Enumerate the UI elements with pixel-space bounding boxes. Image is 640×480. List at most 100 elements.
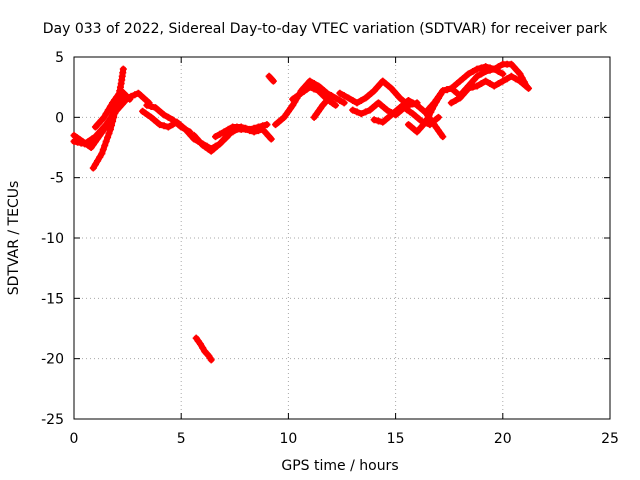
- data-point: [104, 106, 112, 114]
- data-point: [112, 105, 120, 113]
- data-point: [327, 92, 335, 100]
- data-point: [186, 128, 194, 136]
- data-point: [109, 117, 117, 125]
- data-point: [289, 101, 297, 109]
- y-tick-label: -5: [50, 171, 64, 187]
- data-point: [199, 344, 207, 352]
- series-arc-f: [143, 101, 194, 136]
- data-point: [525, 84, 533, 92]
- data-point: [409, 99, 417, 107]
- x-tick-label: 0: [70, 431, 79, 447]
- grid-lines: [74, 57, 610, 419]
- data-point: [349, 96, 357, 104]
- data-point: [439, 87, 447, 95]
- data-point: [126, 95, 134, 103]
- data-point: [495, 80, 503, 88]
- data-point: [224, 125, 232, 133]
- data-point: [490, 82, 498, 90]
- data-point: [250, 124, 258, 132]
- data-point: [181, 125, 189, 133]
- data-point: [469, 67, 477, 75]
- data-point: [306, 77, 314, 85]
- y-tick-label: 5: [55, 50, 64, 66]
- x-axis-label: GPS time / hours: [281, 458, 398, 474]
- data-point: [473, 65, 481, 73]
- data-point: [443, 86, 451, 94]
- x-tick-label: 25: [601, 431, 619, 447]
- data-point: [336, 89, 344, 97]
- data-point: [434, 113, 442, 121]
- data-point: [81, 140, 89, 148]
- y-tick-label: 0: [55, 110, 64, 126]
- chart-title: Day 033 of 2022, Sidereal Day-to-day VTE…: [43, 21, 608, 37]
- series-arc-o: [370, 96, 447, 141]
- data-point: [105, 129, 113, 137]
- data-point: [357, 96, 365, 104]
- data-point: [177, 123, 185, 131]
- data-point: [482, 67, 490, 75]
- data-point: [106, 125, 114, 133]
- data-point: [259, 122, 267, 130]
- data-point: [267, 135, 275, 143]
- data-point: [89, 164, 97, 172]
- data-point: [512, 75, 520, 83]
- data-point: [332, 94, 340, 102]
- series-arc-q: [422, 65, 507, 117]
- data-point: [74, 138, 82, 146]
- data-point: [353, 108, 361, 116]
- data-point: [254, 123, 262, 131]
- data-point: [263, 121, 271, 129]
- data-points: [70, 60, 533, 364]
- series-arc-c: [89, 65, 127, 172]
- data-point: [212, 133, 220, 141]
- data-point: [349, 106, 357, 114]
- data-point: [147, 102, 155, 110]
- data-point: [156, 121, 164, 129]
- data-point: [160, 122, 168, 130]
- data-point: [106, 102, 114, 110]
- data-point: [353, 99, 361, 107]
- data-point: [246, 125, 254, 133]
- data-point: [362, 108, 370, 116]
- data-point: [499, 77, 507, 85]
- data-point: [101, 141, 109, 149]
- y-axis-label: SDTVAR / TECUs: [6, 181, 22, 296]
- y-tick-label: -25: [41, 412, 64, 428]
- data-point: [486, 80, 494, 88]
- data-point: [91, 160, 99, 168]
- data-point: [464, 84, 472, 92]
- data-point: [370, 116, 378, 124]
- x-tick-label: 5: [177, 431, 186, 447]
- data-point: [464, 70, 472, 78]
- y-tick-label: -15: [41, 291, 64, 307]
- data-point: [344, 94, 352, 102]
- series-arc-h: [212, 121, 271, 141]
- data-point: [340, 92, 348, 100]
- data-point: [269, 77, 277, 85]
- data-point: [102, 137, 110, 145]
- data-point: [490, 65, 498, 73]
- series-arc-i: [265, 72, 277, 85]
- data-point: [268, 76, 276, 84]
- data-point: [332, 101, 340, 109]
- data-point: [108, 121, 116, 129]
- data-point: [98, 150, 106, 158]
- data-point: [383, 106, 391, 114]
- data-point: [143, 101, 151, 109]
- x-tick-label: 20: [494, 431, 512, 447]
- y-tick-label: -20: [41, 352, 64, 368]
- data-point: [404, 96, 412, 104]
- data-point: [96, 153, 104, 161]
- data-point: [102, 110, 110, 118]
- data-point: [160, 111, 168, 119]
- data-point: [70, 137, 78, 145]
- data-point: [100, 113, 108, 121]
- series-arc-r: [447, 72, 533, 107]
- data-point: [503, 75, 511, 83]
- data-point: [104, 133, 112, 141]
- data-point: [482, 77, 490, 85]
- data-point: [499, 70, 507, 78]
- data-point: [88, 135, 96, 143]
- data-point: [473, 82, 481, 90]
- data-point: [473, 72, 481, 80]
